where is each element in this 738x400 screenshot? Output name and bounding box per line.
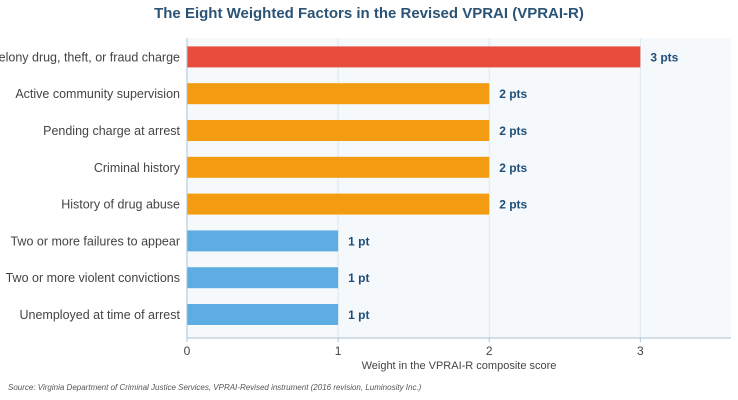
chart-title: The Eight Weighted Factors in the Revise… (154, 5, 584, 22)
category-label: Felony drug, theft, or fraud charge (0, 50, 180, 64)
data-label: 3 pts (650, 50, 678, 64)
category-label: Active community supervision (15, 87, 180, 101)
data-label: 2 pts (499, 198, 527, 212)
bar (187, 120, 490, 141)
bar (187, 193, 490, 215)
bar (187, 46, 641, 68)
x-tick-label: 3 (637, 344, 644, 358)
data-label: 1 pt (348, 308, 369, 322)
bar (187, 230, 339, 252)
data-label: 1 pt (348, 234, 369, 248)
bars: 3 pts 2 pts 2 pts 2 pts 2 pts 1 pt 1 pt 1 pt (187, 46, 679, 325)
data-label: 2 pts (499, 161, 527, 175)
plot-area (187, 38, 731, 338)
data-label: 2 pts (499, 124, 527, 138)
bar (187, 267, 339, 289)
category-label: History of drug abuse (61, 198, 180, 212)
axes: 0 1 2 3 Felony drug, theft, or fraud charge A… (0, 38, 731, 358)
category-label: Two or more violent convictions (6, 271, 180, 285)
x-tick-label: 0 (184, 344, 191, 358)
bar (187, 304, 339, 325)
category-label: Pending charge at arrest (43, 124, 180, 138)
category-label: Unemployed at time of arrest (20, 308, 181, 322)
source-note: Source: Virginia Department of Criminal … (8, 383, 422, 392)
x-tick-label: 1 (335, 344, 342, 358)
data-label: 2 pts (499, 87, 527, 101)
data-label: 1 pt (348, 271, 369, 285)
bar (187, 83, 490, 105)
x-axis-title: Weight in the VPRAI-R composite score (362, 360, 557, 372)
bar (187, 156, 490, 178)
x-tick-label: 2 (486, 344, 493, 358)
category-label: Criminal history (94, 161, 181, 175)
category-label: Two or more failures to appear (10, 234, 180, 248)
